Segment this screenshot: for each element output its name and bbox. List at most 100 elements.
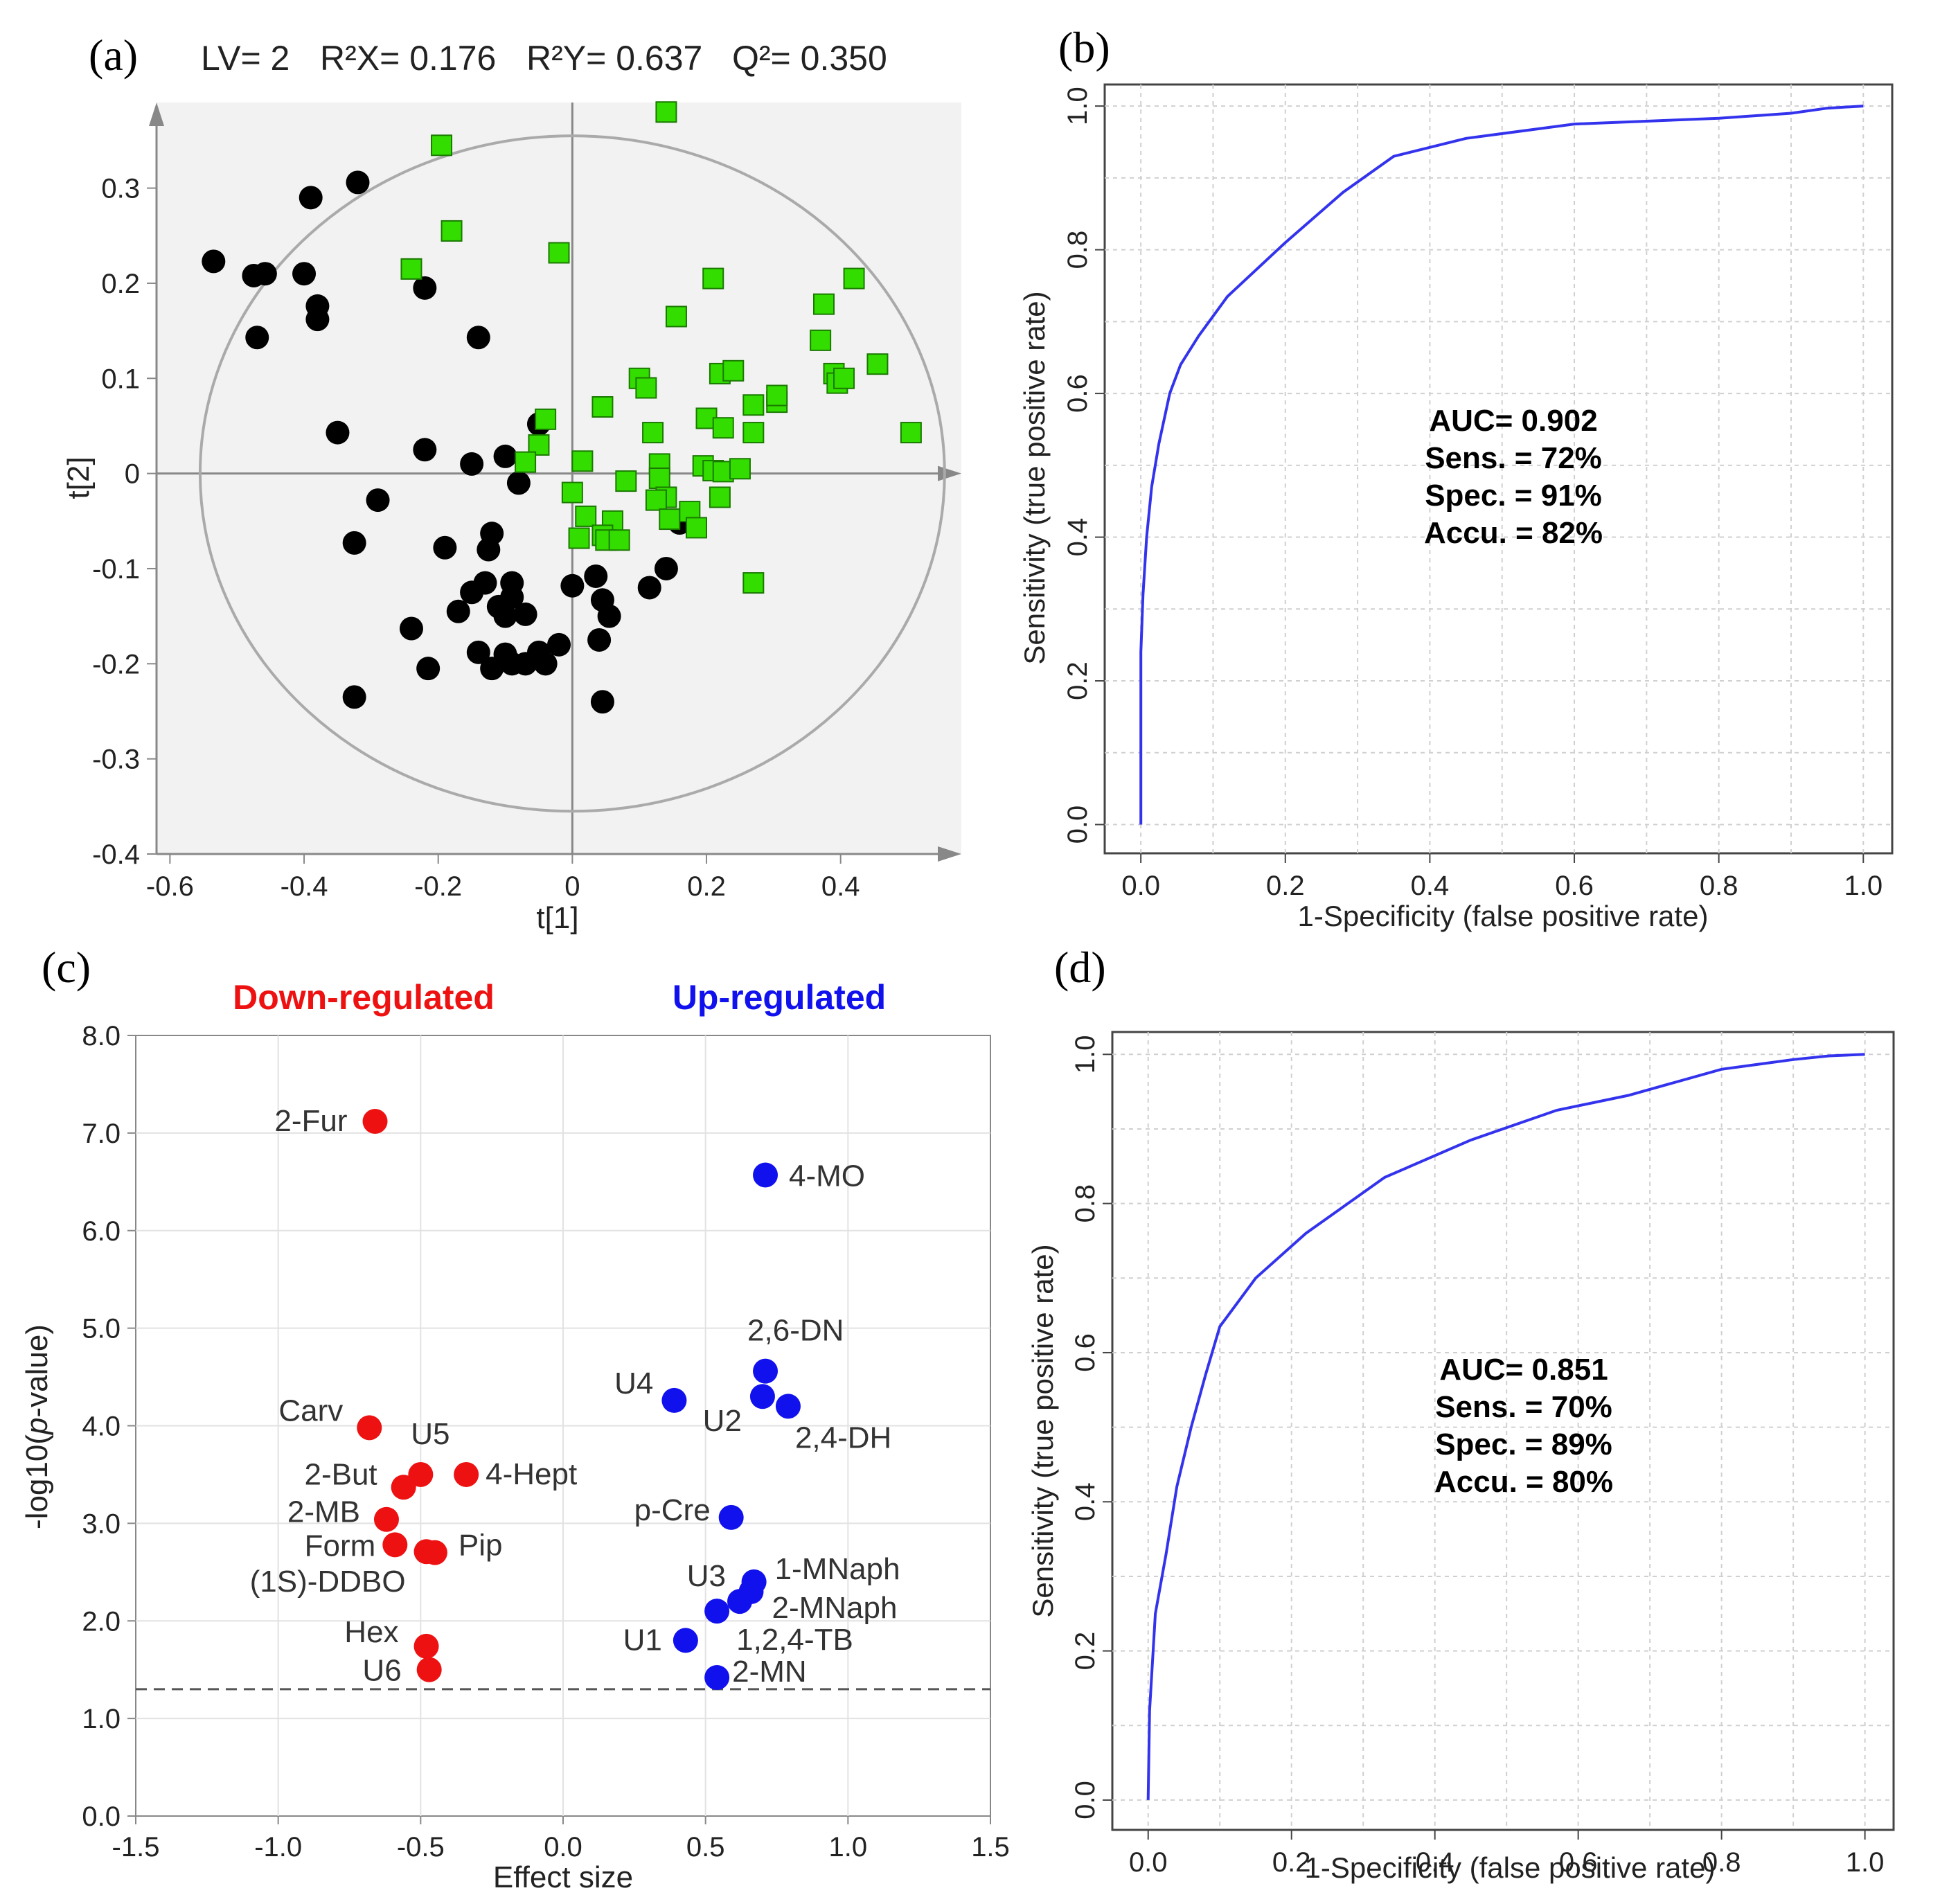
panel-d-grid [1112, 1032, 1894, 1830]
panel-a: (a) LV= 2 R²X= 0.176 R²Y= 0.637 Q²= 0.35… [62, 30, 961, 935]
score-point-group2 [648, 468, 670, 489]
score-point-group2 [642, 422, 664, 444]
metric-auc: AUC= 0.851 [1439, 1353, 1608, 1387]
y-tick-label: 0.2 [1070, 1632, 1101, 1671]
panel-d-roc [1146, 1053, 1865, 1800]
score-point-group2 [635, 377, 657, 399]
score-point-group1 [466, 326, 490, 350]
metabolite-label: 2-MNaph [772, 1591, 897, 1625]
stat-r2y: R²Y= 0.637 [526, 39, 702, 78]
score-point-group1 [202, 249, 226, 274]
score-point-group1 [533, 652, 558, 676]
metabolite-label: Form [305, 1529, 376, 1563]
metabolite-point [382, 1532, 408, 1558]
x-tick-label: 0.2 [1266, 871, 1305, 901]
score-point-group2 [712, 417, 734, 439]
metabolite-point [413, 1633, 439, 1659]
score-point-group1 [413, 276, 437, 300]
score-point-group2 [702, 267, 724, 290]
y-tick-label: 0.1 [101, 364, 140, 394]
x-tick-label: 0.4 [1411, 871, 1450, 901]
score-point-group1 [493, 444, 517, 468]
y-tick-label: 6.0 [82, 1216, 121, 1247]
score-point-group2 [810, 329, 832, 351]
metabolite-label: 2,4-DH [795, 1421, 891, 1454]
x-tick-label: 0.2 [687, 871, 726, 902]
legend-down-regulated: Down-regulated [233, 978, 495, 1017]
metabolite-label: Pip [459, 1529, 503, 1563]
panel-c-y-axis-label: -log10(p-value) [20, 1324, 54, 1529]
y-tick-label: 3.0 [82, 1509, 121, 1539]
panel-b-metrics: AUC= 0.902 Sens. = 72% Spec. = 91% Accu.… [1424, 404, 1603, 550]
score-point-group2 [440, 220, 463, 242]
score-point-group1 [513, 602, 537, 626]
score-point-group1 [253, 262, 277, 286]
metabolite-label: 2,6-DN [747, 1314, 844, 1348]
panel-b-label: (b) [1058, 23, 1110, 72]
stat-q2: Q²= 0.350 [732, 39, 887, 78]
metabolite-label: 2-But [304, 1457, 377, 1491]
score-point-group2 [515, 451, 537, 473]
score-point-group1 [560, 573, 585, 598]
panel-c-label: (c) [42, 943, 91, 992]
metric-auc: AUC= 0.902 [1429, 404, 1597, 438]
metabolite-point [661, 1387, 687, 1413]
panel-b: (b) 0.0 0.2 0.4 0.6 0.8 1.0 0.0 0.2 0.4 0.6 0.8 1.… [1018, 23, 1894, 932]
y-tick-label: 8.0 [82, 1021, 121, 1051]
metabolite-label: 4-Hept [486, 1457, 577, 1491]
panel-d-label: (d) [1054, 943, 1106, 992]
x-tick-label: 0.0 [544, 1832, 582, 1862]
panel-a-stats: LV= 2 R²X= 0.176 R²Y= 0.637 Q²= 0.350 [201, 39, 887, 78]
score-point-group1 [506, 471, 531, 495]
stat-lv: LV= 2 [201, 39, 290, 78]
panel-c-x-axis-label: Effect size [493, 1860, 633, 1894]
score-point-group2 [645, 489, 667, 511]
score-point-group1 [433, 535, 457, 560]
y-tick-label: 0.4 [1062, 518, 1093, 557]
metabolite-label: U6 [362, 1654, 401, 1688]
metabolite-label: p-Cre [634, 1493, 711, 1527]
metabolite-label: 1-MNaph [775, 1552, 900, 1586]
score-point-group1 [245, 326, 269, 350]
metric-sensitivity: Sens. = 70% [1435, 1390, 1612, 1424]
y-tick-label: 0.6 [1070, 1333, 1101, 1372]
metabolite-label: 4-MO [789, 1159, 865, 1193]
score-point-group1 [590, 690, 614, 714]
score-point-group1 [299, 186, 323, 210]
metric-specificity: Spec. = 91% [1425, 479, 1602, 513]
score-point-group1 [366, 488, 390, 513]
panel-b-roc [1139, 105, 1864, 825]
metabolite-point [718, 1504, 744, 1530]
metabolite-label: U1 [623, 1623, 662, 1657]
panel-a-y-ticks: -0.4 -0.3 -0.2 -0.1 0 0.1 0.2 0.3 [92, 174, 157, 870]
score-point-group1 [584, 564, 608, 588]
x-tick-label: -1.0 [254, 1832, 302, 1862]
panel-a-plot-background [157, 103, 961, 854]
metric-specificity: Spec. = 89% [1435, 1427, 1612, 1461]
score-point-group2 [843, 267, 865, 290]
panel-d-x-ticks: 0.0 0.2 0.4 0.6 0.8 1.0 [1129, 1830, 1884, 1878]
score-point-group1 [587, 628, 612, 652]
metabolite-point [454, 1461, 479, 1487]
metabolite-point [749, 1384, 775, 1409]
metabolite-point [416, 1657, 442, 1682]
hotelling-ellipse [198, 134, 946, 813]
score-point-group2 [812, 293, 835, 315]
panel-b-y-ticks: 0.0 0.2 0.4 0.6 0.8 1.0 [1062, 87, 1105, 844]
y-axis-arrow [149, 103, 164, 126]
score-point-group1 [493, 604, 517, 628]
score-point-group2 [571, 450, 594, 472]
metabolite-label: U5 [411, 1417, 450, 1451]
panel-a-x-axis-label: t[1] [536, 901, 578, 935]
metabolite-point [422, 1540, 447, 1565]
x-tick-label: 0.0 [1129, 1847, 1168, 1878]
y-tick-label: 0.2 [1062, 661, 1093, 700]
metabolite-point [391, 1475, 416, 1500]
panel-d: (d) 0.0 0.2 0.4 0.6 0.8 1.0 0.0 0.2 0.4 0.6 0.8 1.… [1026, 943, 1895, 1884]
x-tick-label: 0.2 [1272, 1847, 1311, 1878]
x-tick-label: 1.0 [1844, 871, 1883, 901]
score-point-group1 [477, 537, 501, 562]
x-axis-bottom-arrow [938, 846, 961, 862]
metabolite-point [673, 1628, 698, 1653]
score-point-group2 [615, 470, 637, 492]
